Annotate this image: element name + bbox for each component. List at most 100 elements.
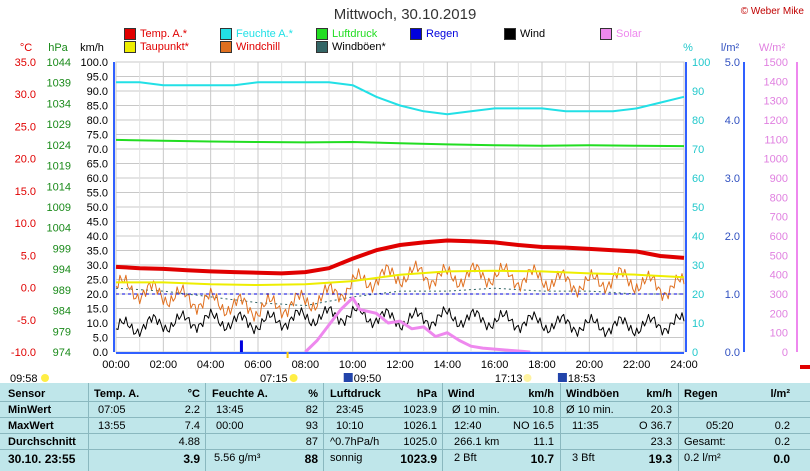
legend-label: Feuchte A.* <box>236 28 293 40</box>
series-line-luftdruck <box>115 138 685 148</box>
wind-tick-label: 75.0 <box>87 130 108 142</box>
x-tick-label: 08:00 <box>292 359 320 371</box>
temp-max-time: 13:55 <box>98 420 126 432</box>
pressure-tick-label: 1044 <box>47 57 71 69</box>
rain-current: 0.0 <box>773 452 790 466</box>
series-line-wind <box>115 303 685 338</box>
row-separator <box>0 417 810 418</box>
x-tick-label: 18:00 <box>528 359 556 371</box>
pressure-tick-label: 1019 <box>47 161 71 173</box>
rain-unit: l/m² <box>770 388 790 400</box>
wind-max: NO 16.5 <box>513 420 554 432</box>
rain-total-label: Gesamt: <box>684 436 726 448</box>
x-tick-label: 14:00 <box>434 359 462 371</box>
temp-avg: 4.88 <box>178 436 200 448</box>
wind-tick-label: 10.0 <box>87 318 108 330</box>
solar-tick-label: 1400 <box>764 76 788 88</box>
wind-tick-label: 40.0 <box>87 231 108 243</box>
legend-item: Taupunkt* <box>124 41 189 53</box>
pressure-tick-label: 1014 <box>47 181 71 193</box>
pressure-tick-label: 1009 <box>47 202 71 214</box>
legend-swatch <box>410 28 422 40</box>
pressure-tick-label: 1039 <box>47 78 71 90</box>
rain-rate: 0.2 l/m² <box>684 452 721 464</box>
solar-tick-label: 200 <box>770 308 788 320</box>
temp-current: 3.9 <box>183 452 200 466</box>
temp-tick-label: 25.0 <box>15 121 36 133</box>
series-line-taupunkt <box>116 269 685 286</box>
pressure-tick-label: 1029 <box>47 119 71 131</box>
solar-tick-label: 1000 <box>764 154 788 166</box>
daylength-label: 09:58 <box>10 373 38 383</box>
sunrise-label: 07:15 <box>260 373 288 383</box>
humidity-max: 93 <box>305 420 318 432</box>
row-label: MaxWert <box>8 420 54 432</box>
copyright-text: © Weber Mike <box>740 6 804 17</box>
wind-tick-label: 85.0 <box>87 101 108 113</box>
humidity-abs: 5.56 g/m³ <box>214 452 261 464</box>
x-tick-label: 16:00 <box>481 359 509 371</box>
edge-marker <box>800 365 810 369</box>
wind-tick-label: 65.0 <box>87 159 108 171</box>
temp-tick-label: 10.0 <box>15 218 36 230</box>
pressure-tick-label: 989 <box>53 285 71 297</box>
column-separator <box>678 383 679 471</box>
wind-tick-label: 15.0 <box>87 304 108 316</box>
chart-title: Mittwoch, 30.10.2019 <box>333 6 477 23</box>
pressure-trend: ^0.7hPa/h <box>330 436 380 448</box>
solar-tick-label: 700 <box>770 212 788 224</box>
temp-tick-label: -5.0 <box>17 315 36 327</box>
series-line-windb-en <box>115 287 684 307</box>
row-label: 30.10. 23:55 <box>8 452 76 466</box>
wind-tick-label: 25.0 <box>87 275 108 287</box>
legend-label: Taupunkt* <box>140 41 189 53</box>
legend-label: Regen <box>426 28 459 40</box>
pressure-tick-label: 1034 <box>47 98 71 110</box>
rain-header: Regen <box>684 388 718 400</box>
temp-tick-label: 0.0 <box>21 283 36 295</box>
legend-label: Windchill <box>236 41 281 53</box>
column-separator <box>205 383 206 471</box>
rain-total: 0.2 <box>774 436 790 448</box>
series-line-feuchte-a <box>116 81 685 116</box>
moonrise-icon <box>343 373 353 382</box>
x-tick-label: 02:00 <box>150 359 178 371</box>
humidity-tick-label: 50 <box>692 202 704 214</box>
legend-item: Windchill <box>220 41 280 53</box>
gust-header: Windböen <box>566 388 620 400</box>
humidity-max-time: 00:00 <box>216 420 244 432</box>
row-separator <box>0 449 810 450</box>
solar-tick-label: 600 <box>770 231 788 243</box>
solar-tick-label: 400 <box>770 270 788 282</box>
solar-tick-label: 500 <box>770 250 788 262</box>
gust-avg: 23.3 <box>650 436 672 448</box>
pressure-forecast: sonnig <box>330 452 363 464</box>
legend-label: Solar <box>616 28 642 40</box>
temp-tick-label: 30.0 <box>15 89 36 101</box>
solar-tick-label: 0 <box>782 347 788 359</box>
rain-tick-label: 0.0 <box>725 347 740 359</box>
pressure-unit: hPa <box>416 388 437 400</box>
chart-labels: 100.095.090.085.080.075.070.065.060.055.… <box>10 42 810 383</box>
sunset-icon <box>523 374 532 382</box>
x-tick-label: 20:00 <box>576 359 604 371</box>
wind-bft: 2 Bft <box>454 452 477 464</box>
wind-tick-label: 35.0 <box>87 246 108 258</box>
legend-item: Windböen* <box>316 41 386 53</box>
column-separator <box>323 383 324 471</box>
pressure-tick-label: 974 <box>53 347 71 359</box>
temp-tick-label: 15.0 <box>15 186 36 198</box>
legend-swatch <box>316 41 328 53</box>
wind-tick-label: 100.0 <box>80 57 108 69</box>
solar-tick-label: 1200 <box>764 115 788 127</box>
wind-tick-label: 45.0 <box>87 217 108 229</box>
pressure-tick-label: 1024 <box>47 140 71 152</box>
pressure-tick-label: 994 <box>53 264 71 276</box>
solar-tick-label: 800 <box>770 192 788 204</box>
humidity-tick-label: 0 <box>692 347 698 359</box>
row-label: Durchschnitt <box>8 436 76 448</box>
pressure-header: Luftdruck <box>330 388 381 400</box>
humidity-tick-label: 80 <box>692 115 704 127</box>
series-line-solar <box>304 296 531 354</box>
pressure-min: 1023.9 <box>403 404 437 416</box>
